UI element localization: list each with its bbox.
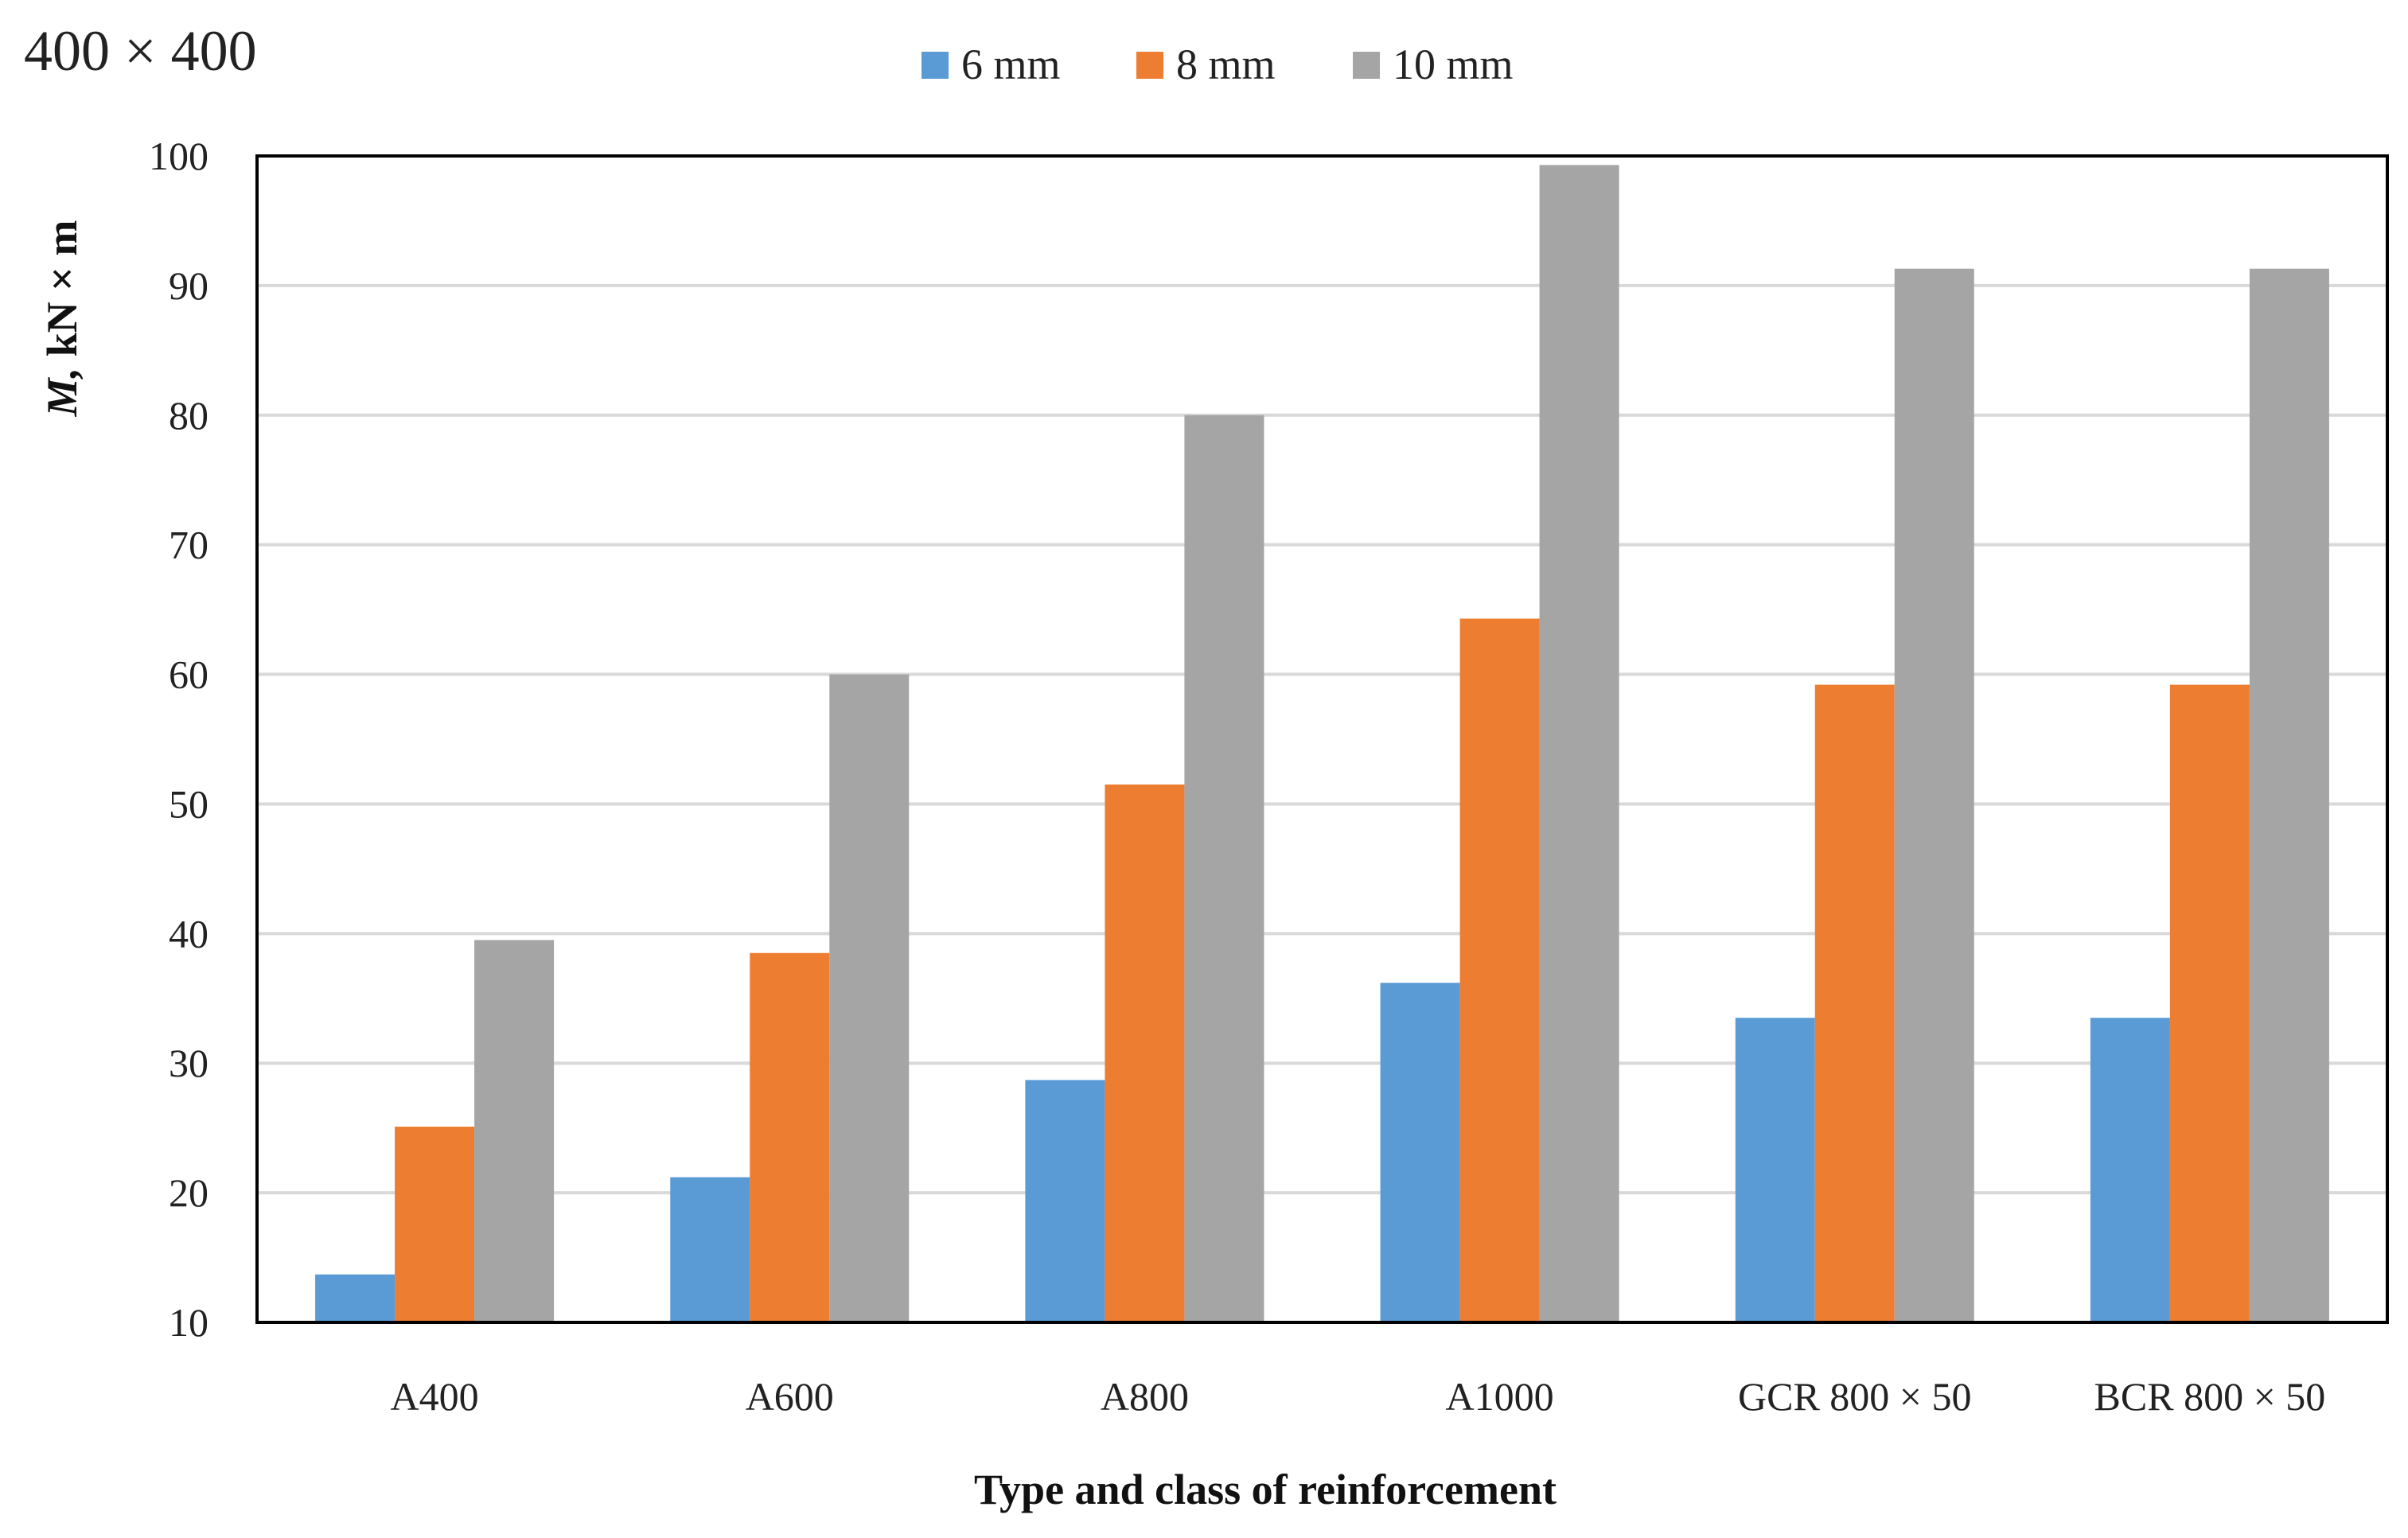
x-tick-label: GCR 800 × 50 [1738,1374,1972,1419]
y-tick-label: 30 [169,1041,208,1085]
gridlines [257,283,2387,1195]
y-tick-label: 50 [169,781,208,826]
y-tick-label: 100 [149,134,208,178]
legend-swatch [922,52,949,79]
bar-6mm-GCR80050 [1735,1018,1815,1322]
corner-label: 400 × 400 [24,19,257,83]
x-tick-label: A800 [1101,1374,1189,1419]
y-tick-label: 10 [169,1300,208,1345]
x-axis-title: Type and class of reinforcement [974,1466,1557,1513]
bar-8mm-A600 [750,952,830,1322]
x-tick-labels: A400 A600 A800 A1000 GCR 800 × 50 BCR 800 × 5… [391,1374,2326,1419]
bars [315,165,2329,1322]
y-tick-label: 20 [169,1170,208,1215]
y-axis-title-italic: M, [38,368,86,418]
bar-10mm-A600 [829,674,910,1322]
bar-8mm-A1000 [1459,618,1540,1322]
y-tick-label: 70 [169,523,208,567]
bar-6mm-BCR80050 [2090,1018,2170,1322]
bar-8mm-A800 [1105,785,1185,1322]
bar-6mm-A600 [670,1177,750,1322]
x-tick-label: A1000 [1446,1374,1554,1419]
y-tick-label: 90 [169,263,208,308]
bar-8mm-GCR80050 [1814,684,1895,1322]
bar-10mm-A800 [1184,415,1264,1322]
bar-10mm-GCR80050 [1894,268,1974,1322]
y-tick-label: 80 [169,393,208,438]
y-axis-title: M, kN × m [38,220,86,418]
legend-label: 10 mm [1393,41,1514,88]
bar-10mm-A1000 [1539,165,1619,1322]
x-tick-label: A600 [746,1374,834,1419]
legend-label: 8 mm [1176,41,1276,88]
y-tick-labels: 10 20 30 40 50 60 70 80 90 100 [149,134,208,1345]
bar-8mm-A400 [395,1127,475,1322]
bar-6mm-A800 [1025,1080,1105,1322]
legend-swatch [1136,52,1163,79]
bar-10mm-BCR80050 [2249,268,2329,1322]
plot-frame [255,154,2389,1324]
x-tick-label: A400 [391,1374,479,1419]
legend: 6 mm 8 mm 10 mm [922,41,1514,88]
y-tick-label: 60 [169,652,208,697]
bar-8mm-BCR80050 [2169,684,2250,1322]
bar-6mm-A400 [315,1274,395,1322]
y-axis-title-units: kN × m [38,220,86,368]
bar-6mm-A1000 [1380,983,1460,1322]
legend-swatch [1353,52,1380,79]
bar-10mm-A400 [474,940,555,1322]
x-tick-label: BCR 800 × 50 [2094,1374,2326,1419]
y-tick-label: 40 [169,911,208,956]
legend-label: 6 mm [961,41,1061,88]
